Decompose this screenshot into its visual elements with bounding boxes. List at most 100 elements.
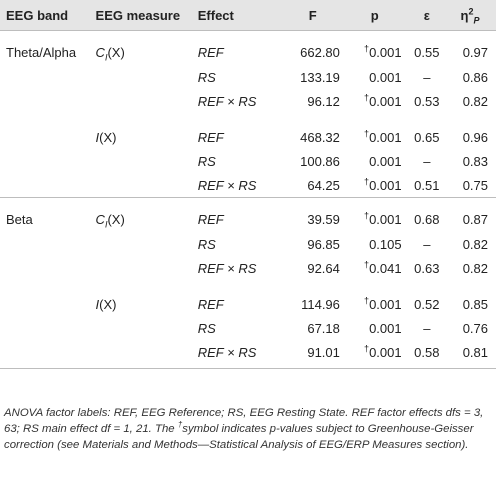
p-value: 0.001 <box>369 153 402 169</box>
epsilon-cell: 0.55 <box>414 44 440 60</box>
eeg-measure-cell: I(X) <box>92 125 194 149</box>
footnote-part2: symbol indicates p-values subject to Gre… <box>4 423 474 451</box>
eeg-band-cell <box>0 173 92 198</box>
effect-cell: REF × RS <box>197 93 257 109</box>
f-value-cell: 133.19 <box>300 69 340 85</box>
eta-squared-cell: 0.76 <box>462 320 488 336</box>
epsilon-cell: 0.68 <box>405 197 449 232</box>
table-row: RS 100.86 0.001 – 0.83 <box>0 149 496 173</box>
eta-superscript: 2 <box>468 6 474 17</box>
f-value-cell: 100.86 <box>300 153 340 169</box>
eeg-band-cell: Theta/Alpha <box>6 44 77 60</box>
eeg-measure-cell <box>92 149 194 173</box>
dagger-symbol: † <box>364 343 370 354</box>
eeg-band-cell <box>0 292 92 316</box>
measure-letter: I <box>95 129 100 145</box>
p-value: 0.105 <box>369 236 402 252</box>
p-value-cell: †0.041 <box>344 256 406 280</box>
eta-squared-cell: 0.82 <box>462 93 488 109</box>
f-value-cell: 114.96 <box>301 296 340 312</box>
eeg-measure-cell <box>92 65 194 89</box>
f-value-cell: 64.25 <box>307 177 340 193</box>
eta-squared-cell: 0.75 <box>462 177 488 193</box>
effect-cell: REF × RS <box>193 340 282 369</box>
eeg-measure-cell: CI(X) <box>91 197 194 232</box>
f-value-cell: 96.85 <box>307 236 340 252</box>
header-effect: Effect <box>193 0 282 31</box>
epsilon-cell: 0.63 <box>414 260 440 276</box>
p-value: 0.001 <box>369 93 402 109</box>
effect-cell: REF <box>193 197 282 232</box>
effect-cell: RS <box>197 69 216 85</box>
p-value: 0.001 <box>369 44 402 60</box>
measure-argument: (X) <box>99 296 117 312</box>
eeg-band-cell <box>0 316 92 340</box>
p-value: 0.001 <box>369 211 402 227</box>
table-row: Theta/Alpha CI(X) REF 662.80 †0.001 0.55 0.97 <box>0 31 496 66</box>
epsilon-cell: 0.51 <box>414 177 440 193</box>
eeg-band-cell <box>0 340 92 369</box>
eta-symbol: η <box>460 7 469 23</box>
effect-cell: REF <box>197 296 224 312</box>
table-row: I(X) REF 468.32 †0.001 0.65 0.96 <box>0 125 496 149</box>
table-row: I(X) REF 114.96 †0.001 0.52 0.85 <box>0 292 496 316</box>
effect-cell: RS <box>197 236 216 252</box>
p-value-cell: †0.001 <box>344 31 406 66</box>
measure-letter: I <box>95 296 100 312</box>
p-value: 0.001 <box>369 344 402 360</box>
effect-cell: REF × RS <box>197 260 257 276</box>
eta-squared-cell: 0.82 <box>462 236 488 252</box>
eeg-band-cell <box>0 65 92 89</box>
eeg-measure-cell: CI(X) <box>92 31 194 66</box>
table-row: REF × RS 64.25 †0.001 0.51 0.75 <box>0 173 496 198</box>
table-header: EEG band EEG measure Effect F p ε η2P <box>0 0 496 31</box>
measure-argument: (X) <box>107 211 125 227</box>
spacer-cell <box>0 113 496 125</box>
table-row: Beta CI(X) REF 39.59 †0.001 0.68 0.87 <box>0 197 496 232</box>
p-value-cell: 0.105 <box>344 232 406 256</box>
p-value: 0.001 <box>369 177 402 193</box>
header-p: p <box>343 0 406 31</box>
eta-squared-cell: 0.87 <box>448 197 496 232</box>
eeg-measure-cell <box>92 256 194 280</box>
epsilon-cell: 0.53 <box>414 93 440 109</box>
table-row: RS 96.85 0.105 – 0.82 <box>0 232 496 256</box>
effect-cell: REF × RS <box>197 177 257 193</box>
effect-cell: REF <box>197 129 224 145</box>
p-value-cell: †0.001 <box>344 89 406 113</box>
p-value: 0.041 <box>369 260 402 276</box>
p-value-cell: 0.001 <box>344 65 406 89</box>
anova-results-table: EEG band EEG measure Effect F p ε η2P Th… <box>0 0 496 369</box>
eta-squared-cell: 0.97 <box>462 44 488 60</box>
f-value-cell: 468.32 <box>300 129 340 145</box>
p-value-cell: †0.001 <box>344 125 406 149</box>
f-value-cell: 96.12 <box>307 93 340 109</box>
spacer-row <box>0 280 496 292</box>
eta-subscript: P <box>473 15 480 26</box>
eeg-band-cell <box>0 125 92 149</box>
measure-argument: (X) <box>99 129 117 145</box>
eta-squared-cell: 0.81 <box>448 340 496 369</box>
dagger-symbol: † <box>364 295 370 306</box>
p-value: 0.001 <box>369 69 402 85</box>
dagger-symbol: † <box>364 210 370 221</box>
p-value-cell: †0.001 <box>343 340 406 369</box>
epsilon-cell: 0.58 <box>405 340 449 369</box>
eta-squared-cell: 0.86 <box>462 69 488 85</box>
measure-letter: C <box>95 211 105 227</box>
footnote-dagger: † <box>177 420 183 430</box>
eeg-measure-cell <box>92 89 194 113</box>
spacer-cell <box>0 280 496 292</box>
f-value-cell: 39.59 <box>281 197 344 232</box>
header-f: F <box>281 0 344 31</box>
epsilon-cell: 0.52 <box>414 296 440 312</box>
f-value-cell: 91.01 <box>281 340 344 369</box>
header-row: EEG band EEG measure Effect F p ε η2P <box>0 0 496 31</box>
dagger-symbol: † <box>364 259 370 270</box>
eeg-band-cell <box>0 256 92 280</box>
dagger-symbol: † <box>364 92 370 103</box>
effect-cell: REF <box>197 44 224 60</box>
table-row: REF × RS 96.12 †0.001 0.53 0.82 <box>0 89 496 113</box>
eta-squared-cell: 0.83 <box>462 153 488 169</box>
